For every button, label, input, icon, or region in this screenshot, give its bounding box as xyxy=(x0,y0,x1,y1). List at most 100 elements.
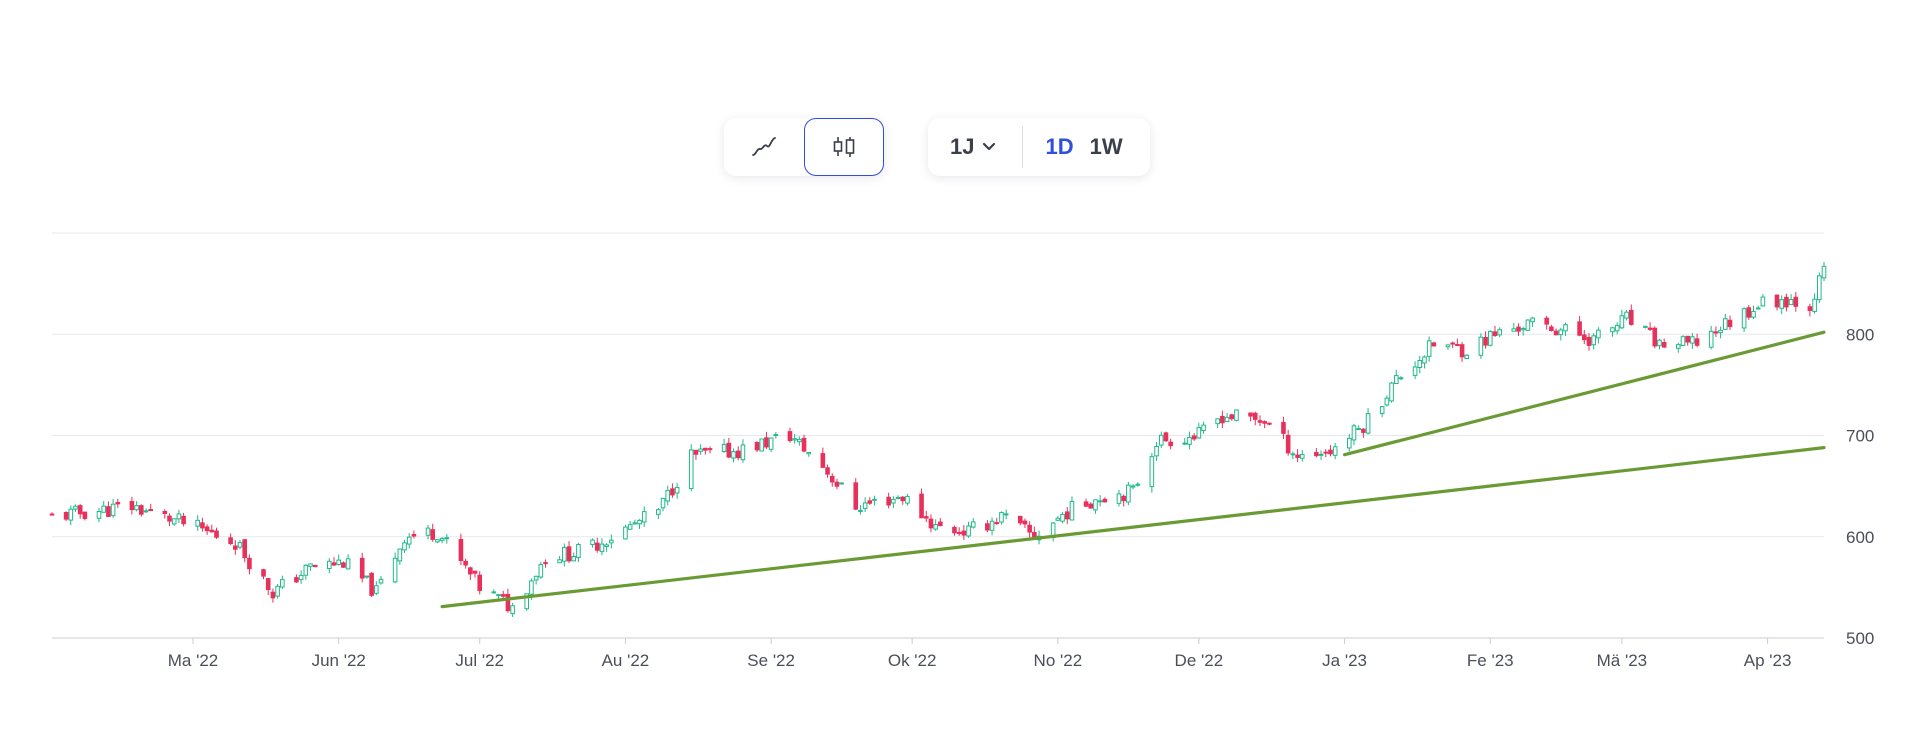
candle-down xyxy=(369,572,374,596)
candle-down xyxy=(1628,309,1634,325)
candle-down xyxy=(1102,498,1108,503)
gridlines xyxy=(52,232,1824,538)
candle-up xyxy=(439,538,445,541)
candle-up xyxy=(1154,445,1159,457)
interval-1d-button[interactable]: 1D xyxy=(1045,134,1074,159)
candle-down xyxy=(543,562,548,565)
candle-down xyxy=(829,475,835,483)
candle-down xyxy=(1262,421,1267,424)
candle-up xyxy=(1093,499,1098,511)
candle-up xyxy=(1760,296,1766,307)
candle-down xyxy=(1581,334,1587,341)
candle-down xyxy=(1784,296,1789,308)
candle-up xyxy=(1060,513,1065,522)
candle-down xyxy=(1713,331,1719,334)
candle-up xyxy=(1055,517,1061,521)
trendlines xyxy=(440,330,1826,609)
candle-up xyxy=(1384,397,1390,406)
candle-down xyxy=(312,564,318,568)
candle-up xyxy=(134,505,139,511)
candle-down xyxy=(1807,306,1813,311)
candle-up xyxy=(1318,453,1324,456)
candle-down xyxy=(820,453,826,468)
candle-up xyxy=(374,585,379,594)
candle-up xyxy=(101,505,107,513)
candle-down xyxy=(1652,327,1658,347)
candle-up xyxy=(364,575,370,578)
range-dropdown[interactable]: 1J xyxy=(928,118,1022,176)
candle-down xyxy=(1450,342,1455,345)
candle-up xyxy=(73,505,78,510)
candle-up xyxy=(970,521,976,528)
interval-1w-button[interactable]: 1W xyxy=(1089,134,1123,159)
candle-up xyxy=(524,593,530,610)
candle-up xyxy=(1389,382,1394,402)
candle-down xyxy=(919,493,924,519)
candle-down xyxy=(764,437,769,448)
candle-up xyxy=(895,497,901,500)
candle-up xyxy=(862,502,868,509)
candle-down xyxy=(115,501,121,505)
candle-up xyxy=(496,594,501,597)
candle-up xyxy=(562,547,567,562)
candle-down xyxy=(468,567,473,575)
candle-down xyxy=(1544,317,1549,325)
candle-up xyxy=(604,544,609,547)
candle-up xyxy=(397,548,403,562)
candle-up xyxy=(656,509,661,515)
candle-down xyxy=(1027,524,1032,533)
candle-down xyxy=(1431,342,1437,347)
trendline xyxy=(440,446,1826,609)
candle-down xyxy=(1083,501,1089,507)
candle-up xyxy=(308,563,313,567)
candle-up xyxy=(510,605,515,615)
candle-up xyxy=(491,591,497,594)
candle-down xyxy=(106,506,111,517)
candle-down xyxy=(754,441,760,451)
candle-up xyxy=(665,489,671,502)
candle-down xyxy=(1314,452,1319,457)
candle-down xyxy=(1361,428,1366,433)
candle-up xyxy=(839,482,844,485)
candle-up xyxy=(1816,275,1822,301)
candle-up xyxy=(280,579,285,588)
candle-down xyxy=(566,546,572,562)
candle-down xyxy=(1229,414,1235,420)
candle-up xyxy=(1149,456,1155,488)
candle-down xyxy=(1774,294,1780,308)
candle-down xyxy=(1459,344,1465,358)
candle-down xyxy=(1285,434,1291,454)
candle-up xyxy=(1215,418,1220,425)
candle-down xyxy=(726,442,732,458)
candle-up xyxy=(599,543,605,553)
x-tick-label: Jul '22 xyxy=(455,651,504,670)
candle-down xyxy=(1492,331,1498,336)
chart-type-toggle xyxy=(724,118,884,176)
candles xyxy=(49,261,1827,617)
line-chart-button[interactable] xyxy=(724,118,804,176)
candle-down xyxy=(82,511,88,520)
candlestick-button[interactable] xyxy=(804,118,884,176)
candle-down xyxy=(1191,435,1197,440)
candle-down xyxy=(162,510,168,514)
candle-up xyxy=(143,510,149,513)
candle-down xyxy=(411,533,417,537)
candle-up xyxy=(731,451,736,459)
candle-up xyxy=(1657,339,1662,347)
candle-up xyxy=(237,542,243,548)
candle-up xyxy=(1332,446,1338,456)
candle-down xyxy=(228,537,233,545)
candle-up xyxy=(806,451,812,455)
candle-up xyxy=(1365,413,1371,434)
candle-up xyxy=(905,495,910,504)
candle-up xyxy=(1426,340,1432,357)
candle-down xyxy=(294,577,299,583)
x-tick-label: Fe '23 xyxy=(1467,651,1514,670)
candle-up xyxy=(1290,453,1296,456)
candle-down xyxy=(886,496,891,506)
candle-down xyxy=(209,529,215,533)
line-chart-icon xyxy=(752,137,776,156)
candle-up xyxy=(1422,356,1427,364)
candle-down xyxy=(938,521,943,527)
candle-down xyxy=(242,539,248,559)
